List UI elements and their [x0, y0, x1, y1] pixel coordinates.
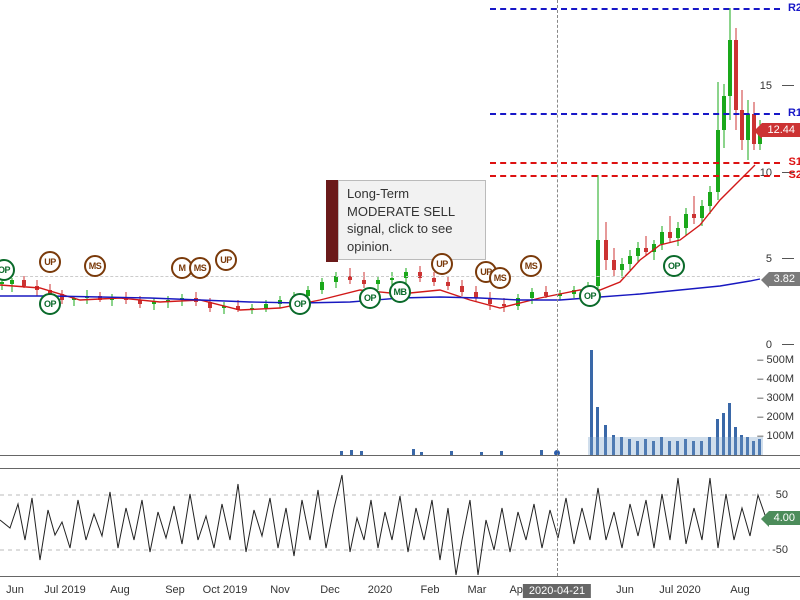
x-tick-label: Dec	[320, 584, 340, 596]
signal-badge-op[interactable]: OP	[579, 285, 601, 307]
signal-badge-op[interactable]: OP	[39, 293, 61, 315]
volume-tick-label: – 300M	[757, 392, 794, 404]
x-tick-label: Jun	[616, 584, 634, 596]
signal-badge-up[interactable]: UP	[431, 253, 453, 275]
signal-tooltip[interactable]: Long-Term MODERATE SELL signal, click to…	[338, 180, 486, 260]
current-price-flag: 12.44	[762, 123, 800, 137]
stock-chart-root: 051015 – 500M– 400M– 300M– 200M– 100M 50…	[0, 0, 800, 600]
panel-divider-1	[0, 455, 800, 456]
oscillator-value-flag: 4.00	[769, 511, 800, 525]
signal-badge-ms[interactable]: MS	[489, 267, 511, 289]
tooltip-line: opinion.	[347, 238, 477, 256]
x-tick-label: Aug	[110, 584, 130, 596]
crosshair-vertical	[557, 0, 558, 576]
sr-label-r2: R2	[788, 2, 800, 14]
sr-line-r2	[490, 8, 780, 10]
price-tick-label: 5	[766, 253, 772, 265]
volume-tick-label: – 500M	[757, 354, 794, 366]
crosshair-date-label: 2020-04-21	[523, 584, 591, 598]
signal-badge-op[interactable]: OP	[663, 255, 685, 277]
signal-badge-mb[interactable]: MB	[389, 281, 411, 303]
sr-label-r1: R1	[788, 107, 800, 119]
price-grid-line	[0, 276, 760, 277]
price-tick-label: 0	[766, 339, 772, 351]
ma-price-flag: 3.82	[769, 272, 800, 286]
signal-badge-ms[interactable]: MS	[84, 255, 106, 277]
signal-badge-op[interactable]: OP	[359, 287, 381, 309]
x-tick-label: Sep	[165, 584, 185, 596]
sr-label-s1: S1	[789, 156, 800, 168]
sr-line-s1	[490, 162, 780, 164]
volume-tick-label: – 400M	[757, 373, 794, 385]
x-tick-label: Nov	[270, 584, 290, 596]
x-tick-label: Mar	[468, 584, 487, 596]
oscillator-tick-label: -50	[772, 544, 788, 556]
tooltip-line: MODERATE SELL	[347, 203, 477, 221]
price-tick-label: 15	[760, 80, 772, 92]
oscillator-value: 4.00	[774, 512, 795, 524]
volume-tick-label: – 200M	[757, 411, 794, 423]
panel-divider-2	[0, 468, 800, 469]
x-tick-label: Aug	[730, 584, 750, 596]
x-tick-label: Feb	[421, 584, 440, 596]
signal-badge-ms[interactable]: MS	[189, 257, 211, 279]
x-tick-label: 2020	[368, 584, 392, 596]
sr-label-s2: S2	[789, 169, 800, 181]
ma-price-value: 3.82	[774, 273, 795, 285]
tooltip-indicator-bar	[326, 180, 338, 262]
sr-line-r1	[490, 113, 780, 115]
signal-badge-op[interactable]: OP	[289, 293, 311, 315]
x-tick-label: Oct 2019	[203, 584, 248, 596]
signal-badge-up[interactable]: UP	[39, 251, 61, 273]
tooltip-line: signal, click to see	[347, 220, 477, 238]
signal-badge-ms[interactable]: MS	[520, 255, 542, 277]
panel-divider-3	[0, 576, 800, 577]
x-tick-label: Jun	[6, 584, 24, 596]
signal-badge-up[interactable]: UP	[215, 249, 237, 271]
x-tick-label: Jul 2019	[44, 584, 86, 596]
current-price-value: 12.44	[767, 124, 795, 136]
x-tick-label: Jul 2020	[659, 584, 701, 596]
oscillator-tick-label: 50	[776, 489, 788, 501]
sr-line-s2	[490, 175, 780, 177]
tooltip-line: Long-Term	[347, 185, 477, 203]
volume-tick-label: – 100M	[757, 430, 794, 442]
